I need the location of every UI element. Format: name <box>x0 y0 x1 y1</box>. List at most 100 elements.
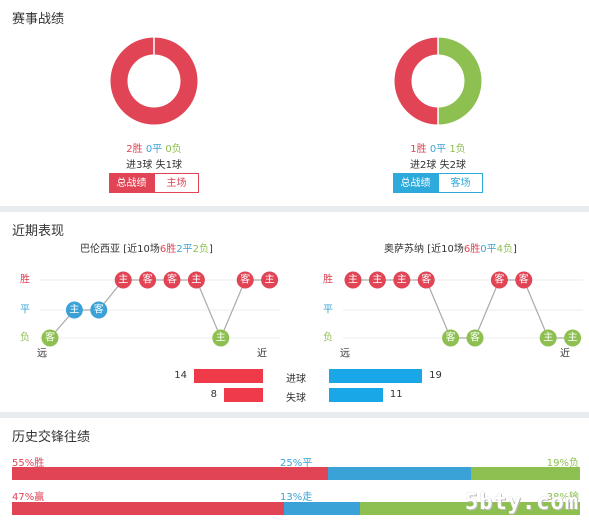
left-result-label: 主 <box>118 274 128 286</box>
left-result-dot <box>187 271 205 289</box>
left-result-label: 主 <box>69 304 79 316</box>
left-result-label: 主 <box>216 332 226 344</box>
right-result-dot <box>490 271 508 289</box>
right-tab-total[interactable]: 总战绩 <box>393 173 438 193</box>
right-row-label-loss: 负 <box>323 331 333 344</box>
right-result-dot <box>564 329 582 347</box>
right-row-label-win: 胜 <box>323 274 333 286</box>
left-result-dot <box>236 271 254 289</box>
left-tab-home[interactable]: 主场 <box>154 173 199 193</box>
left-goals: 进3球 <box>126 160 153 171</box>
left-result-label: 主 <box>265 274 275 286</box>
right-near-label: 近 <box>560 347 570 360</box>
right-team-wins: 6胜 <box>463 244 481 255</box>
left-result-dot <box>65 301 83 319</box>
right-result-dot <box>466 329 484 347</box>
left-near-label: 近 <box>257 347 267 360</box>
head-to-head-panel: 历史交锋往绩 55%胜 25%平 19%负 47%赢 13%走 38%输 5bt… <box>0 418 589 521</box>
left-team-name: 巴伦西亚 <box>80 244 120 255</box>
h2h-loss-bar <box>470 467 580 480</box>
h2h-draw-bar <box>327 467 471 480</box>
left-result-dot <box>90 301 108 319</box>
left-result-label: 客 <box>167 273 177 286</box>
left-result-dot <box>261 271 279 289</box>
right-conceded: 失2球 <box>439 160 466 171</box>
handicap-push-bar <box>284 502 360 515</box>
recent-form-panel: 近期表现 巴伦西亚 [近10场6胜2平2负] 奥萨苏纳 [近10场6胜0平4负]… <box>0 212 589 412</box>
left-goal-summary: 进3球 失1球 <box>104 156 204 171</box>
left-conceded: 失1球 <box>155 160 182 171</box>
right-result-dot <box>344 271 362 289</box>
left-row-label-draw: 平 <box>20 305 30 316</box>
left-goals-bar <box>194 369 263 383</box>
right-wins: 1胜 <box>410 144 427 155</box>
handicap-push-label: 13%走 <box>280 492 313 503</box>
right-tab-away[interactable]: 客场 <box>438 173 483 193</box>
right-result-dot <box>442 329 460 347</box>
right-result-label: 主 <box>372 274 382 286</box>
right-row-label-draw: 平 <box>323 305 333 316</box>
section-title: 近期表现 <box>12 224 65 239</box>
right-result-label: 主 <box>568 332 578 344</box>
handicap-win-bar <box>12 502 285 515</box>
section-title: 赛事战绩 <box>12 12 65 27</box>
right-result-label: 主 <box>543 332 553 344</box>
right-conceded-value: 11 <box>389 389 403 400</box>
right-result-label: 主 <box>397 274 407 286</box>
left-record-summary: 2胜 0平 0负 <box>104 140 204 155</box>
right-goals: 进2球 <box>410 160 437 171</box>
right-result-label: 客 <box>519 273 529 286</box>
left-result-dot <box>114 271 132 289</box>
left-result-label: 客 <box>45 331 55 344</box>
right-team-name: 奥萨苏纳 <box>384 244 424 255</box>
left-donut-win-arc <box>110 37 198 125</box>
right-donut-win-arc <box>394 37 439 125</box>
section-title: 历史交锋往绩 <box>12 430 91 445</box>
right-far-label: 远 <box>340 348 350 360</box>
right-team-draws: 0平 <box>480 244 497 255</box>
left-team-prefix: [近10场 <box>123 244 160 255</box>
left-team-wins: 6胜 <box>159 244 177 255</box>
conceded-label: 失球 <box>286 393 306 404</box>
right-goal-summary: 进2球 失2球 <box>388 156 488 171</box>
recent-form-chart: 胜平负 客主 客主客客主主客 主远 近胜平负主主主客客 客客 客主 主远近 <box>20 271 583 360</box>
left-result-dot <box>41 329 59 347</box>
left-result-dot <box>212 329 230 347</box>
right-result-label: 客 <box>494 273 504 286</box>
right-result-dot <box>368 271 386 289</box>
right-result-label: 主 <box>348 274 358 286</box>
right-result-dot <box>393 271 411 289</box>
right-team-header: 奥萨苏纳 [近10场6胜0平4负] <box>384 244 517 255</box>
right-result-label: 客 <box>470 331 480 344</box>
goals-label: 进球 <box>286 374 306 385</box>
left-wins: 2胜 <box>126 144 143 155</box>
left-donut-chart <box>110 37 198 125</box>
right-team-prefix: [近10场 <box>427 244 464 255</box>
right-result-dot <box>515 271 533 289</box>
left-losses: 0负 <box>165 144 182 155</box>
h2h-win-bar <box>12 467 328 480</box>
h2h-draw-label: 25%平 <box>280 458 313 469</box>
left-conceded-value: 8 <box>210 389 217 400</box>
left-team-header: 巴伦西亚 [近10场6胜2平2负] <box>80 244 213 255</box>
right-draws: 0平 <box>429 144 447 155</box>
left-result-dot <box>139 271 157 289</box>
left-tab-total[interactable]: 总战绩 <box>109 173 154 193</box>
left-form-line <box>49 279 270 340</box>
right-conceded-bar <box>329 388 383 402</box>
right-result-label: 客 <box>446 331 456 344</box>
left-result-label: 客 <box>240 273 250 286</box>
h2h-loss-label: 19%负 <box>546 458 579 469</box>
left-result-label: 主 <box>191 274 201 286</box>
left-result-label: 客 <box>94 303 104 316</box>
left-draws: 0平 <box>145 144 163 155</box>
season-record-panel: 赛事战绩 2胜 0平 0负 进3球 失1球 总战绩 主场 1胜 0平 1负 进2… <box>0 0 589 206</box>
handicap-loss-bar <box>359 502 580 515</box>
right-goals-bar <box>329 369 423 383</box>
right-goals-value: 19 <box>429 370 442 381</box>
left-team-losses: 2负 <box>192 244 209 255</box>
right-donut-loss-arc <box>437 37 482 125</box>
right-result-dot <box>417 271 435 289</box>
left-far-label: 远 <box>37 348 47 360</box>
left-result-dot <box>163 271 181 289</box>
